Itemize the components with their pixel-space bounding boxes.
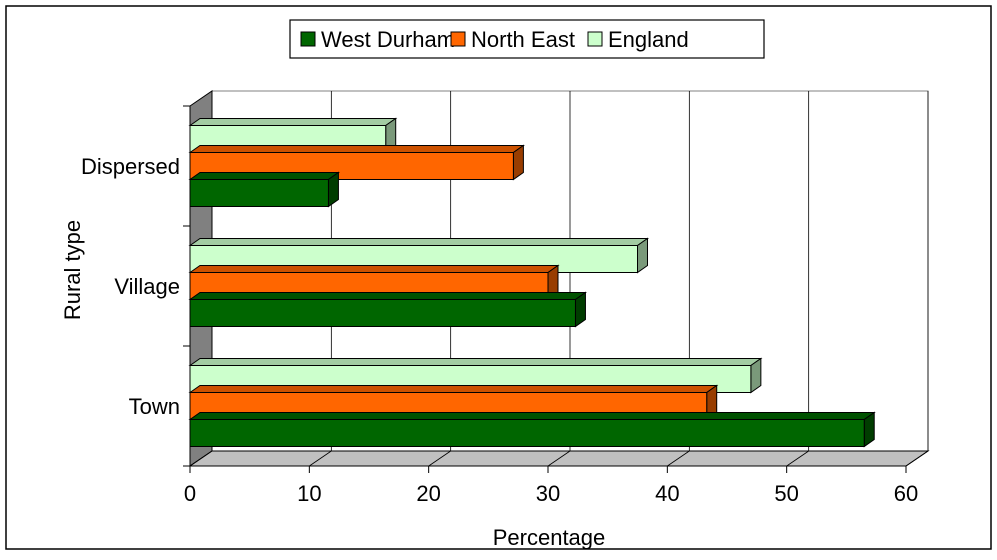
- bar-top-face: [188, 172, 341, 180]
- bar-top-face: [188, 145, 525, 153]
- y-axis-title: Rural type: [60, 220, 85, 320]
- x-tick-label: 50: [774, 481, 798, 506]
- bar-top-face: [188, 118, 398, 126]
- legend-label: England: [608, 27, 689, 52]
- plot-area: 0 10 20 30 40 50 60 Town Village Dispersed: [81, 90, 930, 506]
- legend-box: [289, 19, 765, 59]
- floor-gridline: [428, 450, 451, 467]
- bar: [189, 179, 329, 207]
- legend-swatch: [587, 31, 603, 47]
- y-tick-label: Dispersed: [81, 154, 180, 179]
- legend: West Durham North East England: [289, 19, 765, 59]
- bar-top-face: [188, 265, 560, 273]
- floor-gridline: [547, 450, 571, 467]
- legend-swatch: [450, 31, 466, 47]
- bar-top-face: [188, 358, 763, 366]
- x-tick-label: 0: [184, 481, 196, 506]
- legend-label: North East: [471, 27, 575, 52]
- bar-top-face: [188, 412, 876, 420]
- floor-gridline: [667, 450, 690, 467]
- y-tick-label: Town: [129, 394, 180, 419]
- x-tick-label: 60: [894, 481, 918, 506]
- x-tick-label: 10: [297, 481, 321, 506]
- x-tick-label: 30: [536, 481, 560, 506]
- bar: [189, 299, 576, 327]
- legend-label: West Durham: [321, 27, 455, 52]
- floor-gridline: [309, 450, 332, 467]
- bar-top-face: [188, 292, 588, 300]
- bar-top-face: [188, 385, 719, 393]
- x-tick-label: 40: [655, 481, 679, 506]
- x-tick-label: 20: [416, 481, 440, 506]
- legend-swatch: [300, 31, 316, 47]
- bar-top-face: [188, 238, 650, 246]
- floor-gridline: [189, 450, 213, 467]
- floor-gridline: [905, 450, 929, 467]
- bar: [189, 419, 865, 447]
- y-tick-label: Village: [114, 274, 180, 299]
- floor-gridline: [786, 450, 809, 467]
- x-axis-title: Percentage: [493, 525, 606, 550]
